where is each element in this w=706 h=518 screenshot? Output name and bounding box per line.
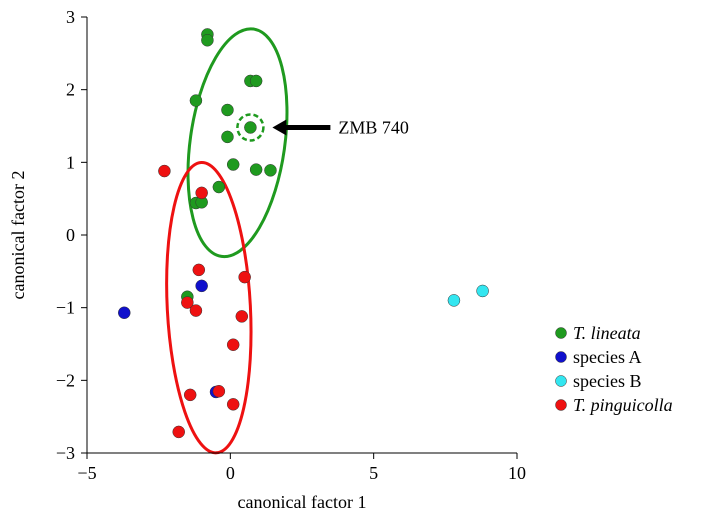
y-tick-label: 0 <box>66 225 75 245</box>
data-point <box>226 158 240 171</box>
y-tick-label: −1 <box>56 298 75 318</box>
legend-label: species A <box>573 347 641 367</box>
data-point <box>192 263 206 277</box>
annotation-arrow-head <box>272 119 287 136</box>
legend: T. lineata species A species B T. pinguicol… <box>555 323 673 415</box>
data-point <box>249 74 263 88</box>
data-point <box>189 94 203 107</box>
data-point <box>195 186 208 200</box>
data-point <box>221 130 234 144</box>
x-axis-label: canonical factor 1 <box>238 492 367 512</box>
data-point <box>212 180 226 194</box>
data-point <box>158 164 171 178</box>
x-tick-label: 0 <box>226 463 235 483</box>
data-point <box>226 338 240 351</box>
data-point <box>476 284 489 298</box>
legend-marker <box>555 351 567 363</box>
x-tick-label: −5 <box>77 463 96 483</box>
highlight-ring <box>236 113 265 142</box>
data-point <box>238 270 251 284</box>
annotation-label: ZMB 740 <box>338 117 409 137</box>
data-point <box>189 304 203 317</box>
data-point <box>235 310 249 323</box>
data-point <box>172 425 185 439</box>
data-point <box>226 398 240 411</box>
axes: −5 0 5 10 −3 −2 −1 0 1 2 3 <box>56 7 526 483</box>
x-tick-label: 10 <box>508 463 526 483</box>
data-point <box>181 296 194 309</box>
data-point <box>118 306 131 320</box>
highlight-point <box>244 121 257 134</box>
y-axis-label: canonical factor 2 <box>8 171 28 300</box>
data-point <box>264 164 277 177</box>
data-point <box>195 279 208 293</box>
legend-label: species B <box>573 371 641 391</box>
y-tick-label: 3 <box>66 7 75 27</box>
plot-layer: ZMB 740 <box>118 27 489 455</box>
y-tick-label: 1 <box>66 152 75 172</box>
legend-marker <box>555 399 567 411</box>
confidence-ellipse-2 <box>165 161 253 455</box>
data-point <box>221 103 234 117</box>
y-tick-label: 2 <box>66 80 75 100</box>
legend-label: T. pinguicolla <box>573 395 673 415</box>
y-tick-label: −3 <box>56 443 75 463</box>
legend-marker <box>555 327 567 339</box>
y-tick-label: −2 <box>56 370 75 390</box>
data-point <box>212 384 226 398</box>
legend-marker <box>555 375 567 387</box>
data-point <box>447 294 461 307</box>
data-point <box>249 163 263 176</box>
data-point <box>183 388 197 402</box>
data-point <box>201 34 214 47</box>
confidence-ellipse-1 <box>186 27 289 259</box>
legend-label: T. lineata <box>573 323 641 343</box>
x-tick-label: 5 <box>369 463 378 483</box>
